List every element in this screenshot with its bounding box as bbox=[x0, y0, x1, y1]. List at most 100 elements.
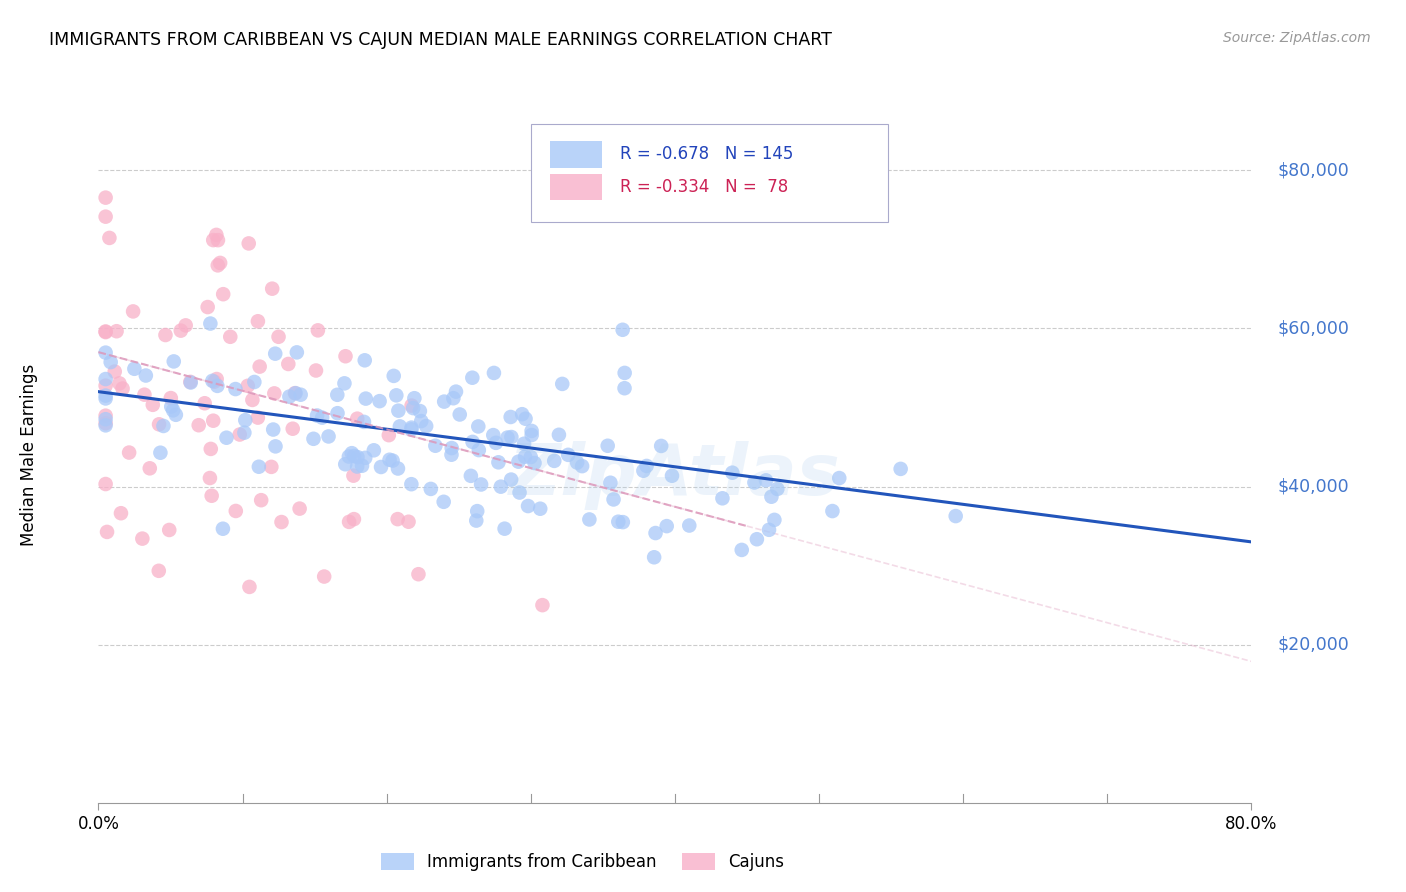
Point bbox=[513, 450, 536, 464]
Point bbox=[111, 382, 134, 396]
Point bbox=[513, 436, 536, 450]
Point bbox=[387, 461, 409, 475]
Point bbox=[165, 408, 187, 422]
Point bbox=[94, 409, 117, 423]
Point bbox=[233, 413, 256, 427]
Point bbox=[124, 361, 146, 376]
Point bbox=[94, 191, 117, 205]
Point bbox=[200, 442, 222, 456]
Point bbox=[142, 398, 165, 412]
Point bbox=[520, 428, 543, 442]
Point bbox=[353, 415, 375, 429]
Text: IMMIGRANTS FROM CARIBBEAN VS CAJUN MEDIAN MALE EARNINGS CORRELATION CHART: IMMIGRANTS FROM CARIBBEAN VS CAJUN MEDIA… bbox=[49, 31, 832, 49]
Point bbox=[766, 482, 789, 496]
Point bbox=[460, 468, 482, 483]
Point bbox=[94, 325, 117, 339]
Point bbox=[343, 512, 366, 526]
Legend: Immigrants from Caribbean, Cajuns: Immigrants from Caribbean, Cajuns bbox=[374, 847, 792, 878]
Point bbox=[131, 532, 153, 546]
Point bbox=[94, 392, 117, 406]
Point bbox=[212, 287, 235, 301]
Point bbox=[318, 429, 340, 443]
Point bbox=[596, 439, 619, 453]
Point bbox=[501, 430, 523, 444]
Point bbox=[170, 324, 193, 338]
Point bbox=[224, 382, 246, 396]
Point bbox=[94, 345, 117, 359]
Point bbox=[494, 522, 516, 536]
FancyBboxPatch shape bbox=[550, 141, 602, 168]
Point bbox=[198, 471, 221, 485]
Point bbox=[246, 314, 269, 328]
Point bbox=[758, 523, 780, 537]
Point bbox=[353, 353, 375, 368]
Point bbox=[378, 428, 401, 442]
Point bbox=[644, 526, 666, 541]
Point bbox=[205, 372, 228, 386]
Point bbox=[433, 394, 456, 409]
Point bbox=[721, 466, 744, 480]
Point bbox=[242, 392, 264, 407]
Point bbox=[945, 509, 967, 524]
Point bbox=[508, 455, 530, 469]
Point bbox=[288, 501, 311, 516]
Point bbox=[118, 445, 141, 459]
Point bbox=[215, 431, 238, 445]
Point bbox=[354, 450, 377, 465]
Point bbox=[401, 420, 423, 434]
Point bbox=[212, 522, 235, 536]
Point bbox=[207, 379, 229, 393]
Point bbox=[267, 330, 290, 344]
Point bbox=[433, 495, 456, 509]
Point bbox=[94, 418, 117, 433]
Point bbox=[262, 282, 284, 296]
Point bbox=[449, 408, 471, 422]
Text: R = -0.334   N =  78: R = -0.334 N = 78 bbox=[620, 178, 787, 196]
Point bbox=[401, 477, 423, 491]
Point bbox=[337, 515, 360, 529]
Text: $80,000: $80,000 bbox=[1277, 161, 1348, 179]
Point bbox=[285, 345, 308, 359]
Point bbox=[444, 384, 467, 399]
Point bbox=[333, 376, 356, 391]
Point bbox=[643, 550, 665, 565]
Point bbox=[262, 423, 284, 437]
Point bbox=[236, 379, 259, 393]
Point bbox=[207, 258, 229, 272]
Point bbox=[94, 412, 117, 426]
Point bbox=[731, 542, 754, 557]
Point bbox=[548, 427, 571, 442]
Point bbox=[277, 357, 299, 371]
Point bbox=[340, 446, 363, 460]
Point bbox=[260, 459, 283, 474]
Point bbox=[425, 439, 447, 453]
Point bbox=[470, 477, 492, 491]
Point bbox=[890, 462, 912, 476]
Point bbox=[440, 448, 463, 462]
Point bbox=[350, 458, 373, 473]
Point bbox=[202, 414, 225, 428]
Point bbox=[461, 434, 484, 449]
Point bbox=[200, 317, 222, 331]
Point bbox=[94, 325, 117, 339]
Point bbox=[233, 425, 256, 440]
Point bbox=[174, 318, 197, 333]
Point bbox=[179, 375, 201, 389]
Point bbox=[238, 580, 260, 594]
Point bbox=[94, 372, 117, 386]
Point bbox=[163, 354, 186, 368]
Point bbox=[98, 231, 121, 245]
Point bbox=[398, 515, 420, 529]
Point bbox=[465, 504, 488, 518]
Point bbox=[543, 454, 565, 468]
Point bbox=[763, 513, 786, 527]
Point bbox=[385, 388, 408, 402]
Point bbox=[278, 390, 301, 404]
Point bbox=[187, 418, 209, 433]
Point bbox=[711, 491, 734, 506]
Point bbox=[486, 455, 509, 469]
Point bbox=[465, 514, 488, 528]
Text: $60,000: $60,000 bbox=[1277, 319, 1350, 337]
Point bbox=[411, 414, 433, 428]
Point bbox=[205, 227, 228, 242]
